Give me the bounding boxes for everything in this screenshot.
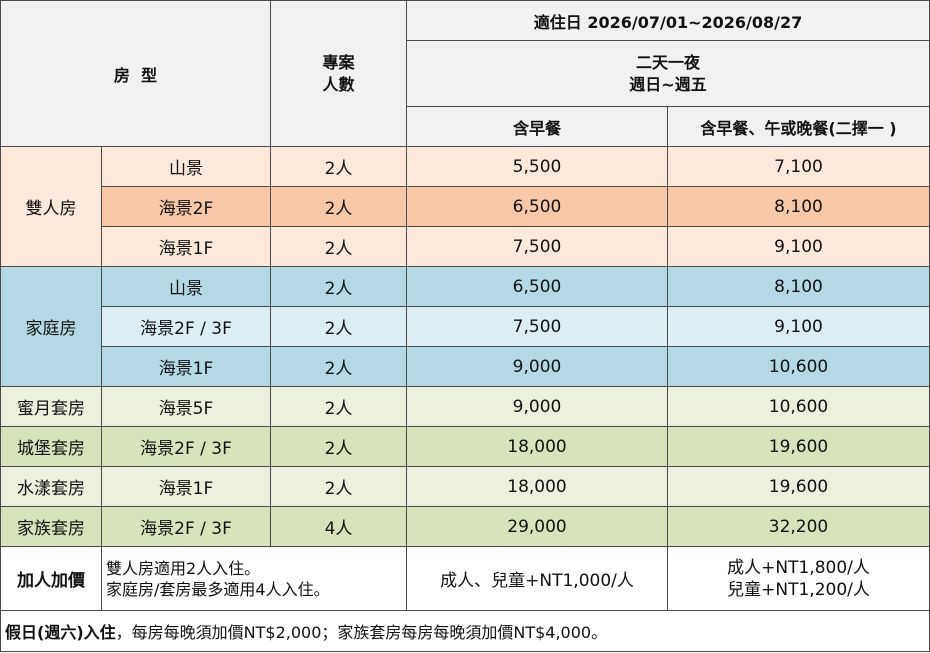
people-cell: 2人 bbox=[270, 346, 407, 387]
people-cell: 2人 bbox=[270, 466, 407, 507]
view-cell: 海景1F bbox=[101, 346, 271, 387]
period-header: 適住日 2026/07/01~2026/08/27 bbox=[405, 0, 930, 41]
meal-price-cell: 7,100 bbox=[666, 146, 930, 187]
view-cell: 海景5F bbox=[101, 386, 271, 427]
extra-note-line2: 家庭房/套房最多適用4人入住。 bbox=[106, 579, 330, 599]
view-cell: 山景 bbox=[101, 146, 271, 187]
holiday-note-row: 假日(週六)入住，每房每晚須加價NT$2,000；家族套房每房每晚須加價NT$4… bbox=[0, 610, 930, 652]
extra-person-label: 加人加價 bbox=[0, 546, 102, 611]
breakfast-price-cell: 7,500 bbox=[406, 306, 668, 347]
holiday-note-bold: 假日(週六)入住 bbox=[5, 623, 116, 642]
people-cell: 2人 bbox=[270, 426, 407, 467]
room-type-header: 房 型 bbox=[0, 0, 271, 147]
table-row: 家族套房 海景2F / 3F 4人 29,000 32,200 bbox=[0, 506, 930, 547]
people-cell: 2人 bbox=[270, 226, 407, 267]
people-cell: 2人 bbox=[270, 306, 407, 347]
meal-price-cell: 19,600 bbox=[666, 466, 930, 507]
table-row: 海景1F 2人 7,500 9,100 bbox=[0, 226, 930, 267]
extra-meal-price: 成人+NT1,800/人 兒童+NT1,200/人 bbox=[666, 546, 930, 611]
group-label-water: 水漾套房 bbox=[0, 466, 102, 507]
stay-header-line2: 週日~週五 bbox=[629, 74, 707, 94]
breakfast-price-cell: 6,500 bbox=[406, 186, 668, 227]
people-cell: 2人 bbox=[270, 146, 407, 187]
stay-header: 二天一夜 週日~週五 bbox=[405, 40, 930, 107]
breakfast-price-cell: 18,000 bbox=[406, 466, 668, 507]
meal-price-cell: 32,200 bbox=[666, 506, 930, 547]
view-cell: 海景1F bbox=[101, 466, 271, 507]
extra-meal-child: 兒童+NT1,200/人 bbox=[727, 579, 870, 600]
meal-price-cell: 9,100 bbox=[666, 226, 930, 267]
meal-price-cell: 10,600 bbox=[666, 386, 930, 427]
group-label-castle: 城堡套房 bbox=[0, 426, 102, 467]
project-header-line2: 人數 bbox=[322, 74, 355, 94]
table-row: 海景2F / 3F 2人 7,500 9,100 bbox=[0, 306, 930, 347]
group-label-clan: 家族套房 bbox=[0, 506, 102, 547]
stay-header-line1: 二天一夜 bbox=[636, 52, 701, 72]
group-label-honeymoon: 蜜月套房 bbox=[0, 386, 102, 427]
table-row: 城堡套房 海景2F / 3F 2人 18,000 19,600 bbox=[0, 426, 930, 467]
view-cell: 海景2F bbox=[101, 186, 271, 227]
table-row: 水漾套房 海景1F 2人 18,000 19,600 bbox=[0, 466, 930, 507]
meal-price-cell: 10,600 bbox=[666, 346, 930, 387]
view-cell: 山景 bbox=[101, 266, 271, 307]
meal-price-cell: 19,600 bbox=[666, 426, 930, 467]
view-cell: 海景2F / 3F bbox=[101, 506, 271, 547]
meal-price-cell: 8,100 bbox=[666, 186, 930, 227]
extra-person-row: 加人加價 雙人房適用2人入住。 家庭房/套房最多適用4人入住。 成人、兒童+NT… bbox=[0, 546, 930, 611]
extra-breakfast-price: 成人、兒童+NT1,000/人 bbox=[406, 546, 668, 611]
people-cell: 2人 bbox=[270, 186, 407, 227]
table-row: 蜜月套房 海景5F 2人 9,000 10,600 bbox=[0, 386, 930, 427]
breakfast-price-cell: 29,000 bbox=[406, 506, 668, 547]
table-row: 海景1F 2人 9,000 10,600 bbox=[0, 346, 930, 387]
table-row: 家庭房 山景 2人 6,500 8,100 bbox=[0, 266, 930, 387]
view-cell: 海景1F bbox=[101, 226, 271, 267]
breakfast-price-cell: 18,000 bbox=[406, 426, 668, 467]
breakfast-column-header: 含早餐 bbox=[406, 106, 668, 147]
project-people-header: 專案 人數 bbox=[270, 0, 407, 147]
people-cell: 2人 bbox=[270, 386, 407, 427]
people-cell: 2人 bbox=[270, 266, 407, 307]
breakfast-price-cell: 7,500 bbox=[406, 226, 668, 267]
breakfast-price-cell: 5,500 bbox=[406, 146, 668, 187]
breakfast-price-cell: 9,000 bbox=[406, 386, 668, 427]
breakfast-price-cell: 6,500 bbox=[406, 266, 668, 307]
people-cell: 4人 bbox=[270, 506, 407, 547]
breakfast-meal-column-header: 含早餐、午或晚餐(二擇一 ) bbox=[666, 106, 930, 147]
holiday-note: 假日(週六)入住，每房每晚須加價NT$2,000；家族套房每房每晚須加價NT$4… bbox=[0, 610, 930, 652]
group-label-double: 雙人房 bbox=[0, 146, 102, 267]
meal-price-cell: 9,100 bbox=[666, 306, 930, 347]
holiday-note-rest: ，每房每晚須加價NT$2,000；家族套房每房每晚須加價NT$4,000。 bbox=[115, 623, 608, 642]
view-cell: 海景2F / 3F bbox=[101, 426, 271, 467]
extra-meal-adult: 成人+NT1,800/人 bbox=[727, 557, 870, 578]
group-label-family: 家庭房 bbox=[0, 266, 102, 387]
breakfast-price-cell: 9,000 bbox=[406, 346, 668, 387]
project-header-line1: 專案 bbox=[322, 52, 355, 72]
extra-note-line1: 雙人房適用2人入住。 bbox=[106, 558, 261, 578]
table-row: 雙人房 山景 2人 5,500 7,100 bbox=[0, 146, 930, 267]
table-row: 海景2F 2人 6,500 8,100 bbox=[0, 186, 930, 227]
extra-person-note: 雙人房適用2人入住。 家庭房/套房最多適用4人入住。 bbox=[101, 546, 407, 611]
meal-price-cell: 8,100 bbox=[666, 266, 930, 307]
view-cell: 海景2F / 3F bbox=[101, 306, 271, 347]
